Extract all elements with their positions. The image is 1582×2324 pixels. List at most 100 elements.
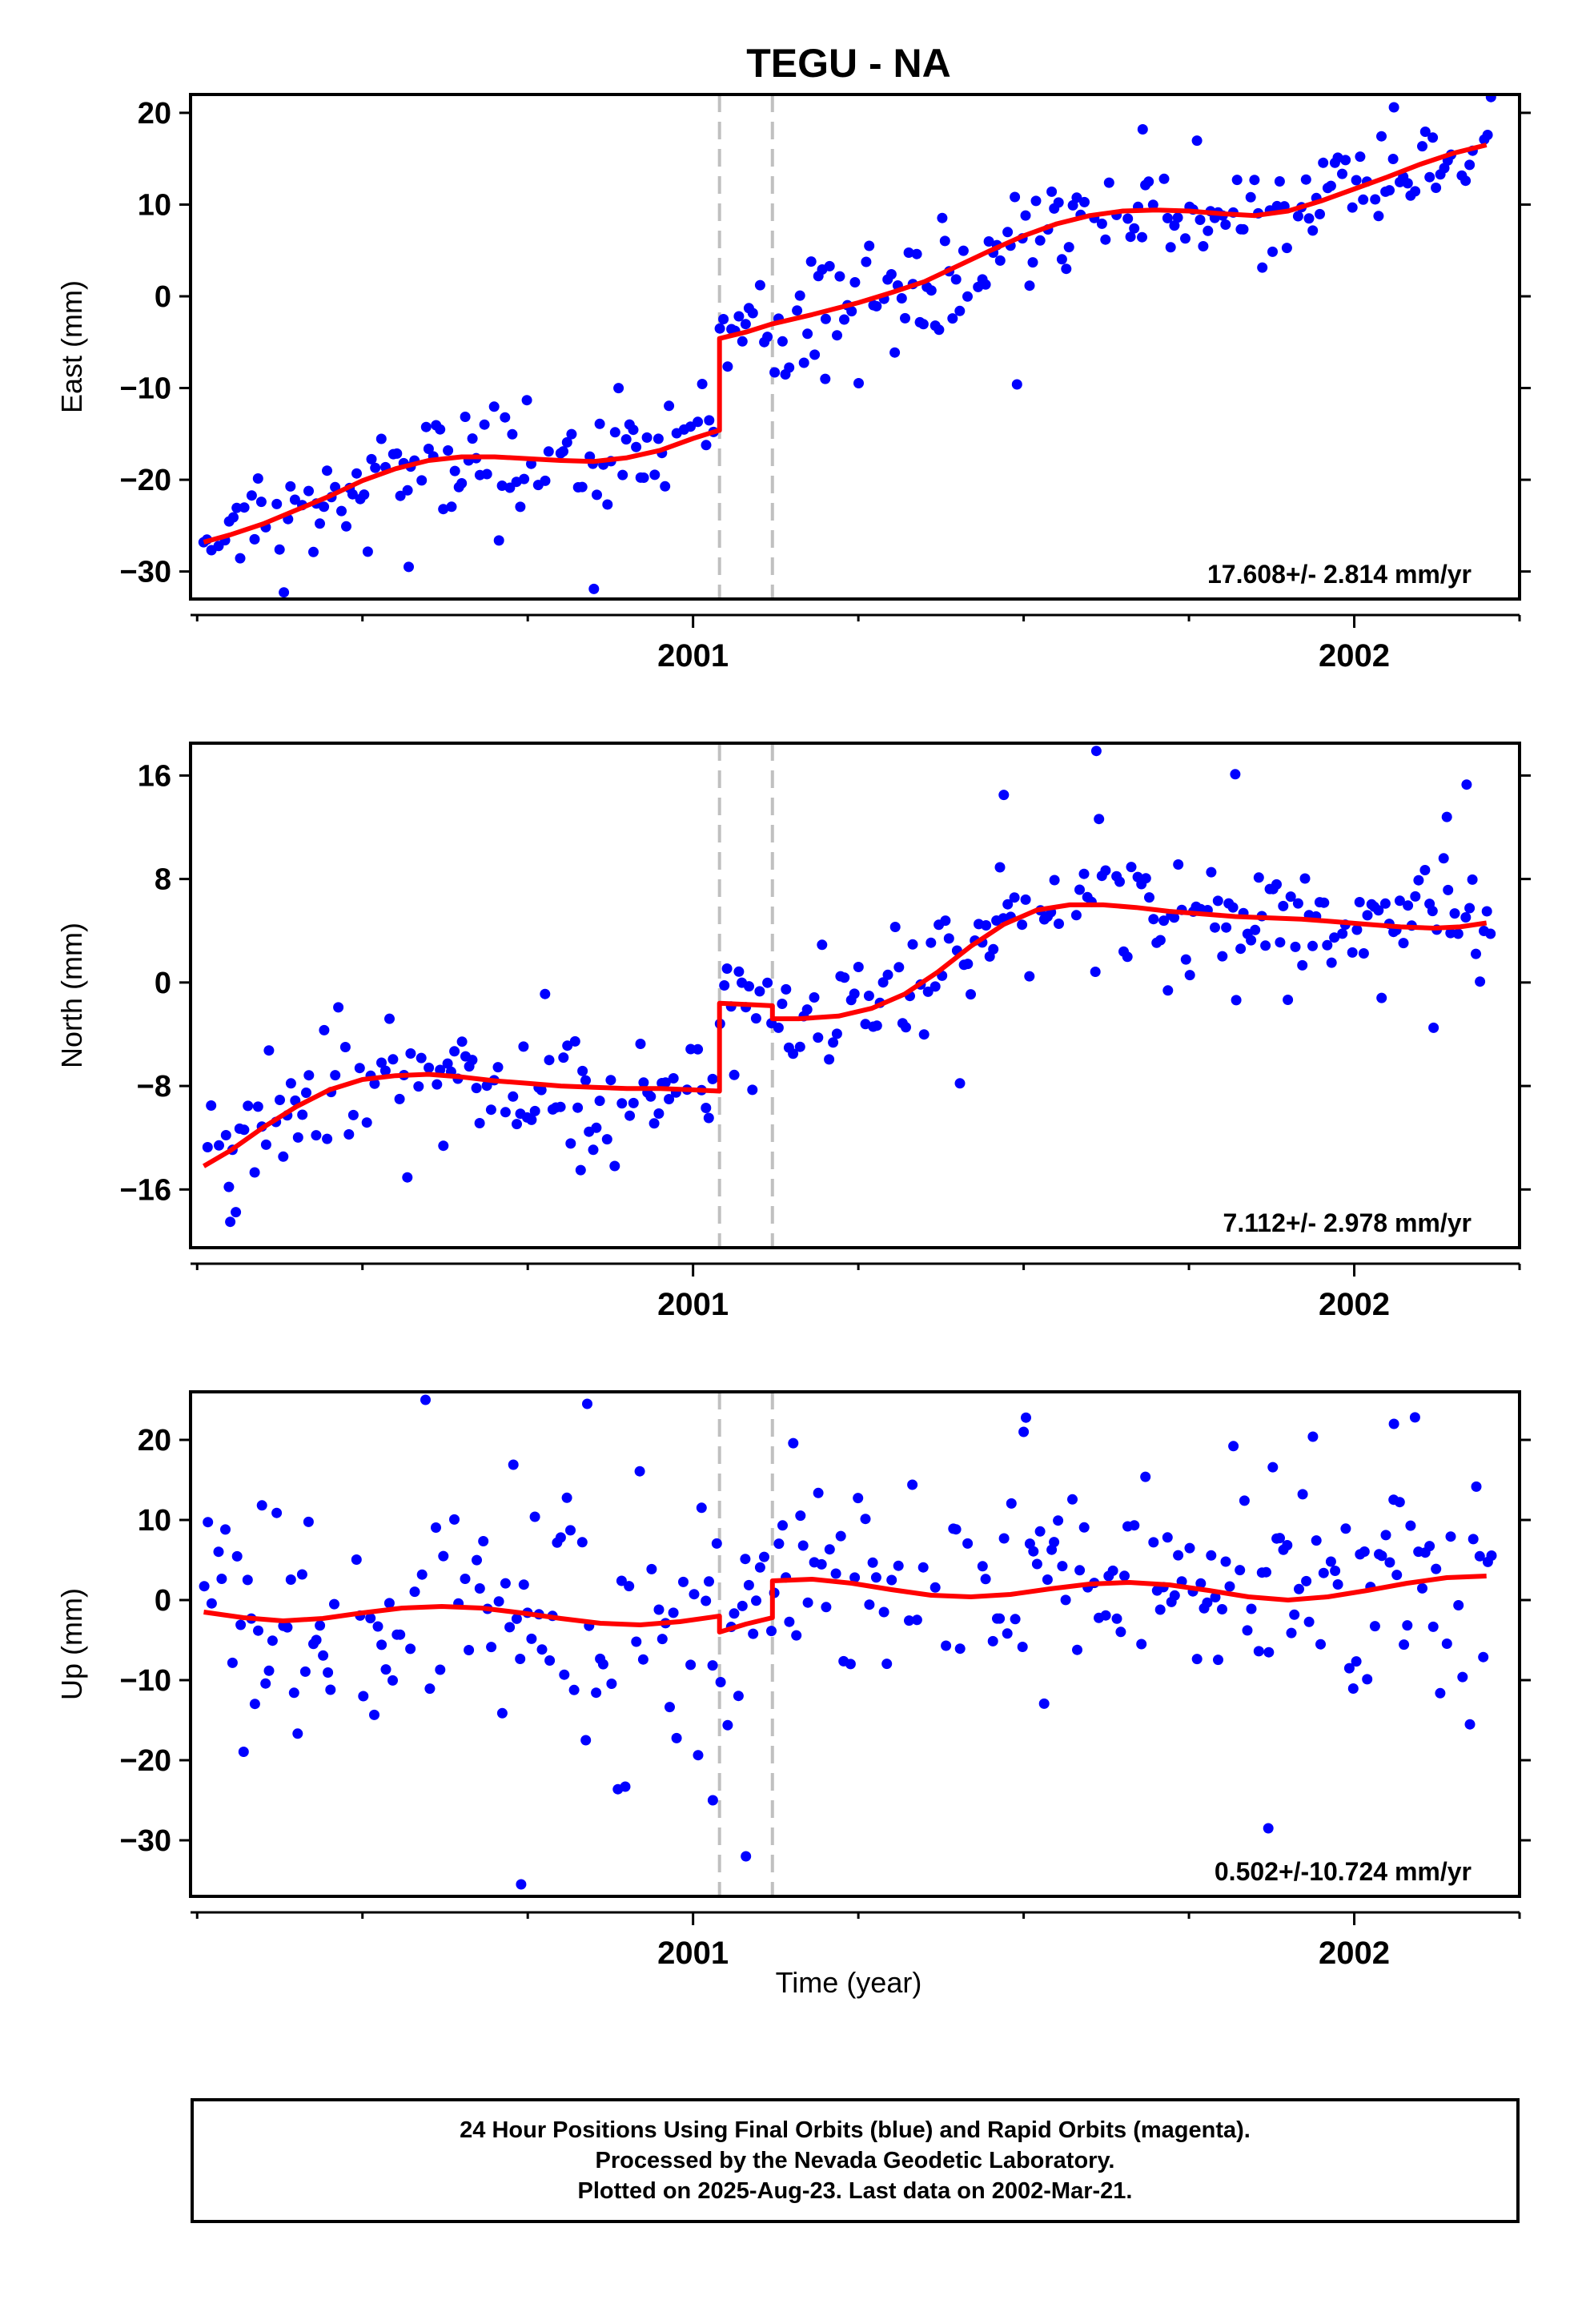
- data-point: [1257, 262, 1268, 273]
- data-point: [1337, 928, 1348, 939]
- data-point: [420, 421, 432, 432]
- data-point: [1202, 1597, 1213, 1608]
- data-point: [1129, 1520, 1140, 1531]
- data-point: [496, 1707, 508, 1719]
- data-point: [370, 462, 381, 473]
- data-point: [362, 546, 373, 557]
- data-point: [493, 1596, 504, 1607]
- data-point: [1049, 875, 1060, 886]
- data-point: [801, 1004, 813, 1015]
- data-point: [471, 1083, 482, 1094]
- data-point: [788, 1437, 799, 1449]
- data-point: [329, 1598, 339, 1610]
- data-point: [315, 1620, 326, 1631]
- data-point: [1318, 1567, 1329, 1578]
- data-point: [907, 939, 918, 950]
- data-point: [1046, 186, 1058, 197]
- data-point: [911, 1614, 922, 1626]
- data-point: [1319, 897, 1330, 908]
- data-point: [1427, 132, 1439, 143]
- data-point: [1070, 910, 1082, 921]
- data-point: [824, 260, 835, 271]
- data-point: [416, 1569, 428, 1580]
- data-point: [369, 1078, 380, 1089]
- data-point: [536, 1644, 548, 1655]
- data-point: [917, 319, 929, 330]
- data-point: [1024, 971, 1035, 982]
- data-point: [493, 535, 504, 546]
- data-point: [1409, 1412, 1420, 1423]
- data-point: [1054, 919, 1064, 929]
- data-point: [1380, 1530, 1391, 1541]
- data-point: [784, 1616, 795, 1627]
- data-point: [1238, 223, 1249, 235]
- data-point: [1461, 779, 1472, 790]
- data-point: [449, 1514, 460, 1525]
- y-tick-label: 10: [138, 188, 171, 222]
- data-point: [839, 314, 849, 325]
- data-point: [591, 1687, 602, 1699]
- data-point: [987, 1635, 998, 1647]
- data-point: [369, 1709, 379, 1720]
- data-point: [1303, 213, 1315, 224]
- data-point: [249, 1699, 260, 1710]
- data-point: [1388, 102, 1399, 113]
- data-point: [376, 1639, 387, 1651]
- data-point: [668, 1607, 679, 1618]
- data-point: [297, 1109, 308, 1120]
- data-point: [1261, 1566, 1271, 1578]
- data-point: [1094, 814, 1105, 825]
- x-tick-label: 2001: [657, 638, 729, 673]
- footer-line-orbits: 24 Hour Positions Using Final Orbits (bl…: [460, 2117, 1251, 2143]
- x-tick-label: 2001: [657, 1936, 729, 1971]
- data-point: [773, 1022, 784, 1033]
- data-point: [225, 1216, 236, 1228]
- data-point: [402, 1172, 413, 1183]
- data-point: [424, 1683, 436, 1695]
- data-point: [1485, 928, 1496, 939]
- data-point: [1061, 263, 1072, 275]
- y-tick-label: 20: [138, 1424, 171, 1458]
- data-point: [404, 561, 414, 573]
- data-point: [1230, 769, 1241, 780]
- data-point: [1307, 225, 1319, 236]
- data-point: [1220, 219, 1231, 230]
- y-tick-label: −8: [137, 1070, 171, 1104]
- data-point: [1154, 935, 1166, 946]
- data-point: [1006, 1498, 1017, 1509]
- x-tick-label: 2002: [1319, 638, 1390, 673]
- data-point: [464, 1645, 475, 1655]
- data-point: [322, 465, 332, 476]
- y-tick-label: 16: [138, 759, 171, 793]
- data-point: [1424, 1541, 1435, 1552]
- data-point: [1140, 873, 1151, 884]
- y-tick-label: −30: [120, 556, 171, 589]
- data-point: [830, 1568, 841, 1579]
- data-point: [907, 1479, 918, 1490]
- data-point: [431, 1522, 441, 1533]
- data-point: [631, 1636, 642, 1647]
- data-point: [828, 1037, 839, 1048]
- data-point: [1206, 866, 1217, 878]
- data-point: [1315, 1638, 1326, 1650]
- data-point: [1067, 1494, 1078, 1505]
- data-point: [998, 1533, 1010, 1544]
- data-point: [704, 415, 715, 426]
- data-point: [1030, 195, 1042, 207]
- data-point: [474, 1583, 485, 1594]
- data-point: [926, 285, 937, 296]
- data-point: [1042, 1574, 1053, 1585]
- data-point: [624, 1581, 635, 1592]
- data-point: [1281, 243, 1292, 254]
- data-point: [333, 1002, 344, 1013]
- data-point: [707, 1660, 718, 1671]
- data-point: [998, 790, 1010, 801]
- data-point: [889, 347, 901, 358]
- data-point: [474, 1118, 485, 1128]
- data-point: [988, 943, 999, 955]
- data-point: [315, 518, 325, 529]
- data-point: [638, 472, 649, 483]
- data-point: [701, 1595, 712, 1606]
- data-point: [707, 1073, 718, 1084]
- data-point: [1060, 1594, 1071, 1606]
